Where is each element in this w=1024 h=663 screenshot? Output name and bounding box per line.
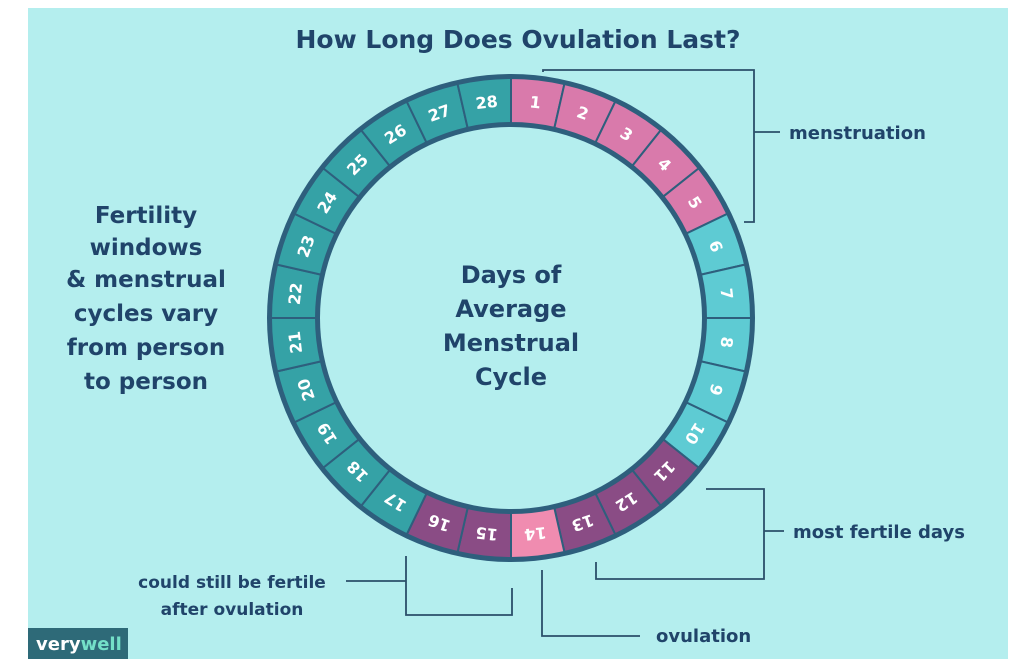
center-line: Average xyxy=(455,295,566,323)
menstruation-label: menstruation xyxy=(789,123,926,144)
annotation-brackets xyxy=(346,69,784,637)
side-note-line: to person xyxy=(84,369,208,395)
ovulation-label: ovulation xyxy=(656,626,751,647)
day-number-8: 8 xyxy=(717,336,737,349)
day-number-1: 1 xyxy=(529,92,542,112)
still-fertile-label: after ovulation xyxy=(161,600,304,620)
still-fertile-label: could still be fertile xyxy=(138,573,326,593)
day-number-14: 14 xyxy=(523,523,547,544)
day-number-15: 15 xyxy=(475,523,499,544)
center-line: Days of xyxy=(461,261,562,289)
ring-center xyxy=(320,127,702,509)
logo-badge xyxy=(28,628,128,659)
page-title: How Long Does Ovulation Last? xyxy=(296,25,741,54)
side-note-line: from person xyxy=(67,335,225,361)
side-note-line: windows xyxy=(90,235,203,261)
logo-text-part: very xyxy=(36,634,81,655)
still-fertile-bracket xyxy=(405,556,513,616)
day-number-22: 22 xyxy=(285,282,306,306)
side-note: Fertility windows & menstrual cycles var… xyxy=(66,203,226,395)
center-line: Cycle xyxy=(475,363,547,391)
side-note-line: Fertility xyxy=(95,203,197,229)
center-caption: Days of Average Menstrual Cycle xyxy=(443,261,579,391)
day-number-28: 28 xyxy=(475,92,499,113)
side-note-line: cycles vary xyxy=(74,301,218,327)
annotation-labels: menstruation most fertile days ovulation… xyxy=(138,123,965,647)
logo-text-part: well xyxy=(81,634,122,655)
cycle-ring: 1234567891011121314151617181920212223242… xyxy=(267,74,755,562)
verywell-logo: verywell xyxy=(28,628,128,659)
day-number-7: 7 xyxy=(717,287,737,300)
side-note-line: & menstrual xyxy=(66,267,226,293)
ovulation-bracket xyxy=(541,570,640,637)
menstruation-bracket xyxy=(542,69,755,223)
day-number-21: 21 xyxy=(285,330,306,354)
most-fertile-label: most fertile days xyxy=(793,522,965,543)
logo-text: verywell xyxy=(36,634,122,655)
fertile-bracket xyxy=(595,488,765,580)
day-segments: 1234567891011121314151617181920212223242… xyxy=(269,76,753,560)
center-line: Menstrual xyxy=(443,329,579,357)
